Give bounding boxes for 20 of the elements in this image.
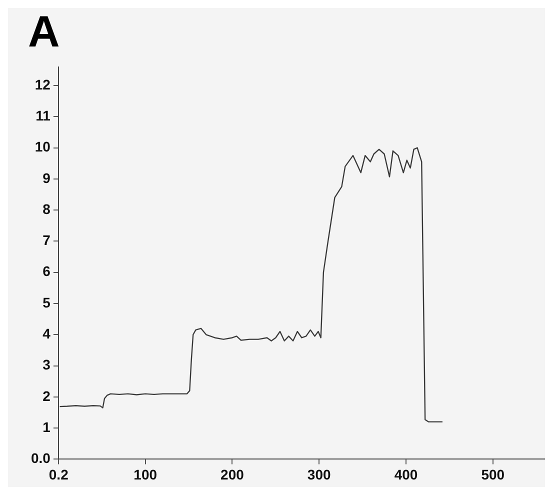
- y-tick-label: 7: [42, 232, 51, 248]
- y-tick-label: 6: [42, 263, 51, 280]
- y-tick-label: 0.0: [30, 450, 51, 466]
- y-tick-label: 9: [42, 170, 51, 186]
- y-tick-label: 2: [42, 388, 51, 404]
- x-tick-label: 200: [220, 466, 244, 482]
- x-tick-label: 0.2: [48, 466, 69, 482]
- x-tick-label: 300: [307, 466, 331, 482]
- y-tick-label: 5: [42, 294, 51, 310]
- y-tick-label: 1: [42, 418, 51, 435]
- y-tick-label: 4: [42, 325, 51, 342]
- y-tick-label: 8: [42, 200, 51, 217]
- x-tick-label: 100: [134, 466, 158, 482]
- y-tick-label: 3: [42, 356, 51, 373]
- x-tick-label: 400: [394, 466, 418, 482]
- y-tick-label: 10: [34, 138, 51, 155]
- chart-title: A: [28, 8, 60, 57]
- y-tick-label: 12: [34, 76, 51, 92]
- y-tick-label: 11: [36, 107, 51, 124]
- x-tick-label: 500: [481, 466, 505, 482]
